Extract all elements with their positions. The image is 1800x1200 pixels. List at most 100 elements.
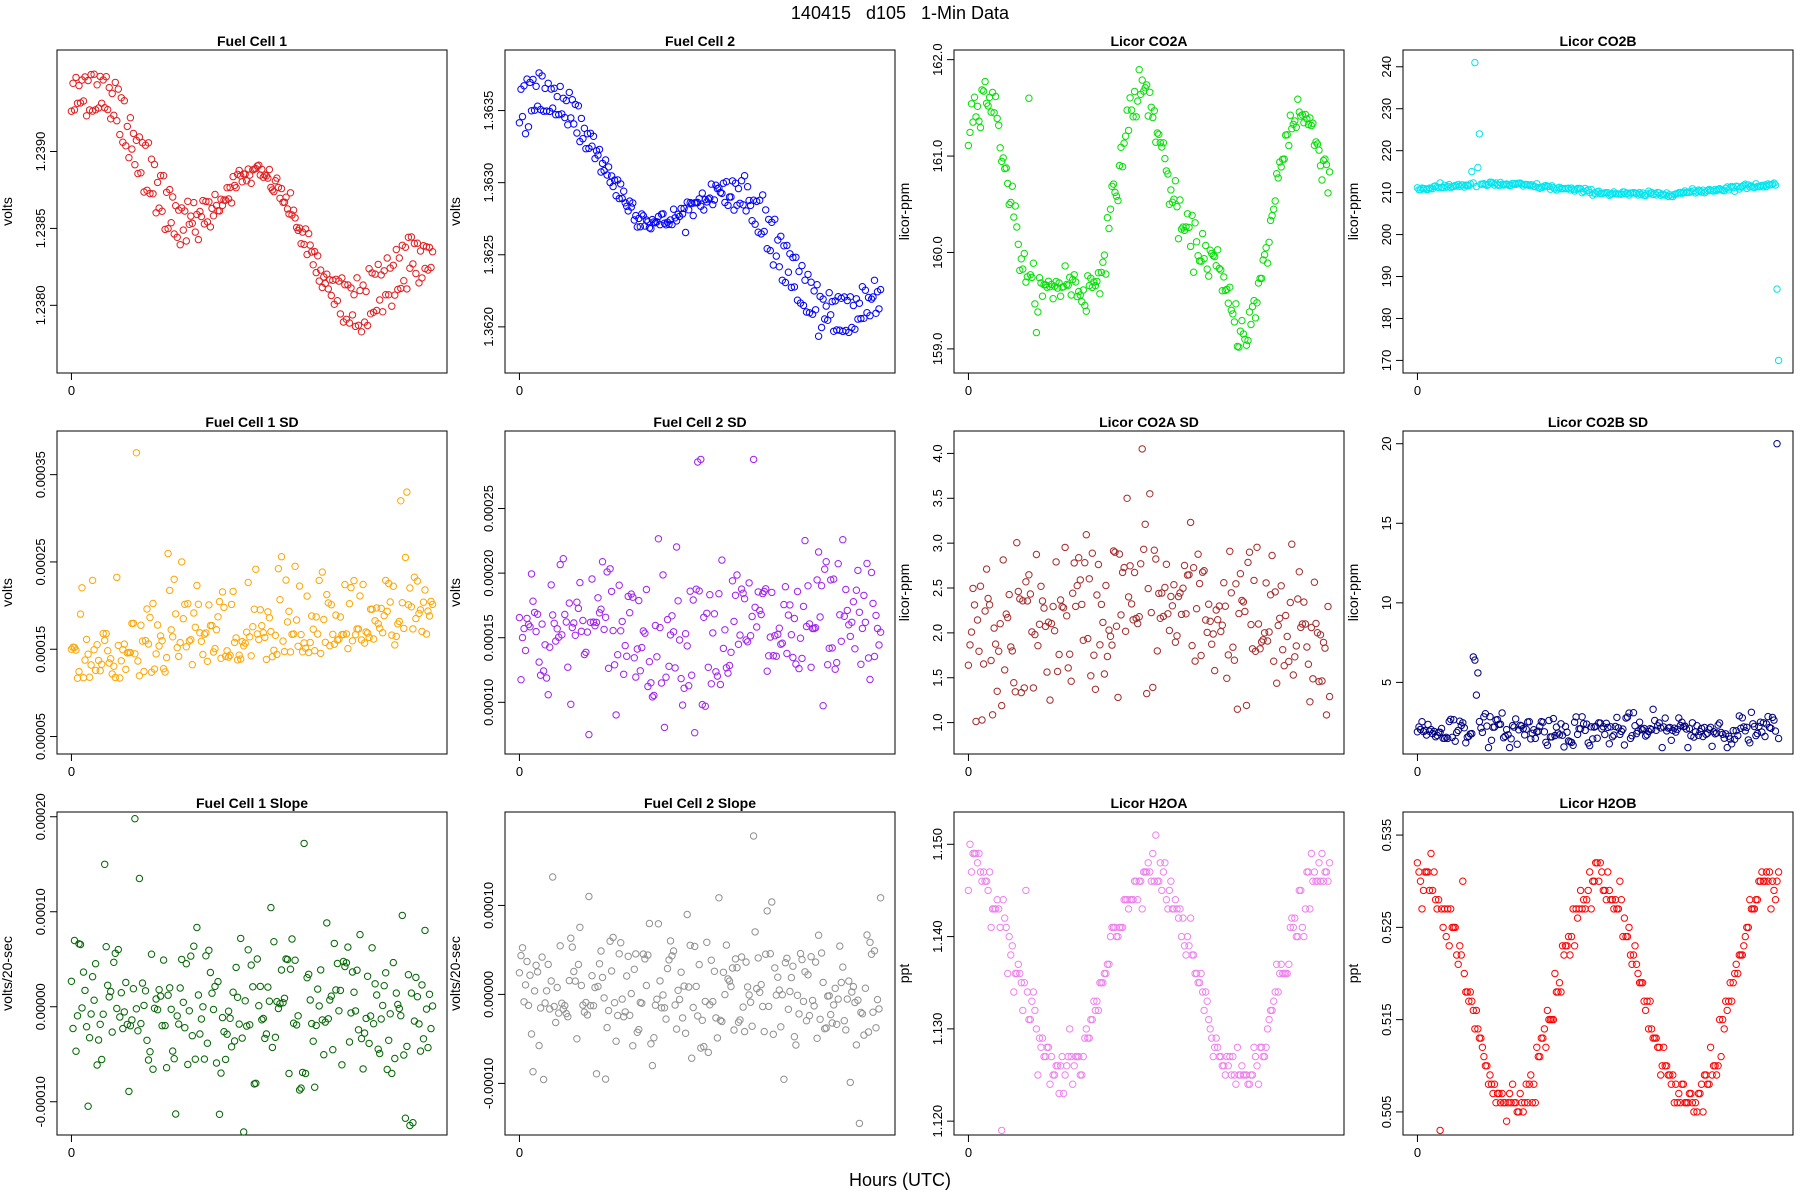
data-point	[1037, 582, 1045, 590]
data-point	[1224, 299, 1233, 307]
data-point	[1758, 868, 1766, 876]
data-point	[1020, 249, 1029, 258]
data-point	[985, 601, 994, 609]
y-tick-label: 0.00010	[481, 679, 496, 726]
data-point	[1295, 886, 1304, 895]
data-point	[978, 86, 986, 94]
data-point	[1205, 1015, 1213, 1024]
data-point	[314, 630, 322, 638]
data-point	[749, 832, 758, 840]
data-point	[740, 172, 749, 180]
data-point	[1623, 932, 1632, 941]
data-point	[1203, 997, 1211, 1005]
data-point	[359, 281, 367, 289]
data-point	[1439, 183, 1447, 192]
data-point	[1097, 268, 1106, 277]
data-point	[1008, 182, 1016, 190]
data-point	[574, 102, 583, 110]
data-point	[996, 144, 1004, 152]
data-point	[1099, 618, 1107, 627]
data-point	[156, 632, 165, 640]
data-point	[1114, 693, 1122, 702]
data-point	[110, 958, 118, 966]
y-tick-label: 0.00020	[33, 793, 48, 840]
data-point	[1743, 723, 1751, 731]
data-point	[1312, 619, 1320, 628]
y-tick-label: 0.525	[1379, 911, 1394, 944]
data-point	[1590, 723, 1598, 731]
data-point	[1050, 1071, 1059, 1079]
data-point	[1100, 969, 1109, 978]
data-point	[397, 497, 405, 505]
data-point	[1076, 576, 1085, 584]
data-point	[1472, 1006, 1481, 1015]
data-point	[642, 981, 651, 990]
data-point	[1475, 130, 1484, 138]
data-point	[573, 1035, 581, 1043]
data-point	[1253, 1062, 1261, 1070]
data-point	[535, 658, 543, 666]
data-point	[1085, 575, 1094, 583]
data-point	[300, 839, 308, 848]
data-point	[1309, 877, 1317, 885]
data-point	[592, 618, 601, 627]
data-point	[392, 632, 400, 641]
data-point	[842, 1026, 850, 1034]
data-point	[214, 613, 222, 621]
data-point	[524, 1001, 533, 1010]
data-point	[790, 614, 799, 623]
data-point	[125, 1087, 133, 1096]
data-point	[1564, 184, 1573, 192]
data-point	[314, 985, 322, 993]
data-point	[855, 608, 864, 616]
data-point	[75, 667, 83, 676]
data-point	[561, 1001, 569, 1010]
data-point	[202, 629, 210, 637]
data-point	[1242, 341, 1251, 349]
data-point	[1527, 1071, 1535, 1079]
data-point	[1643, 731, 1651, 739]
data-point	[394, 1000, 402, 1009]
data-point	[515, 969, 524, 977]
data-point	[964, 886, 973, 895]
data-point	[1203, 265, 1211, 273]
data-point	[1034, 1071, 1042, 1079]
data-point	[777, 232, 785, 241]
data-point	[635, 1025, 643, 1034]
data-point	[671, 1001, 679, 1009]
data-point	[1450, 923, 1458, 932]
data-point	[1265, 628, 1273, 636]
data-point	[1273, 679, 1281, 687]
y-tick-label: 180	[1379, 308, 1394, 330]
data-point	[1040, 1052, 1048, 1061]
data-point	[775, 263, 783, 271]
data-point	[212, 1059, 221, 1067]
data-point	[224, 653, 233, 661]
data-point	[129, 619, 138, 627]
data-point	[223, 1030, 231, 1038]
data-point	[1286, 598, 1295, 607]
data-point	[666, 937, 675, 945]
data-point	[1031, 630, 1039, 639]
data-point	[1035, 1034, 1044, 1042]
data-point	[843, 606, 851, 615]
data-point	[1153, 647, 1162, 655]
data-point	[662, 1015, 670, 1023]
data-point	[595, 609, 604, 617]
y-axis-label: licor-ppm	[1345, 564, 1361, 622]
data-point	[131, 815, 139, 823]
data-point	[191, 623, 200, 631]
data-point	[1158, 143, 1166, 151]
y-tick-label: 190	[1379, 266, 1394, 288]
data-point	[772, 652, 780, 660]
data-point	[1607, 723, 1615, 731]
data-point	[1007, 198, 1015, 207]
data-point	[1200, 255, 1208, 263]
data-point	[731, 955, 740, 963]
data-point	[1032, 1025, 1041, 1033]
data-point	[627, 203, 635, 211]
data-point	[1227, 306, 1236, 314]
data-point	[1513, 1108, 1521, 1116]
data-point	[650, 691, 658, 700]
data-point	[1744, 923, 1753, 932]
